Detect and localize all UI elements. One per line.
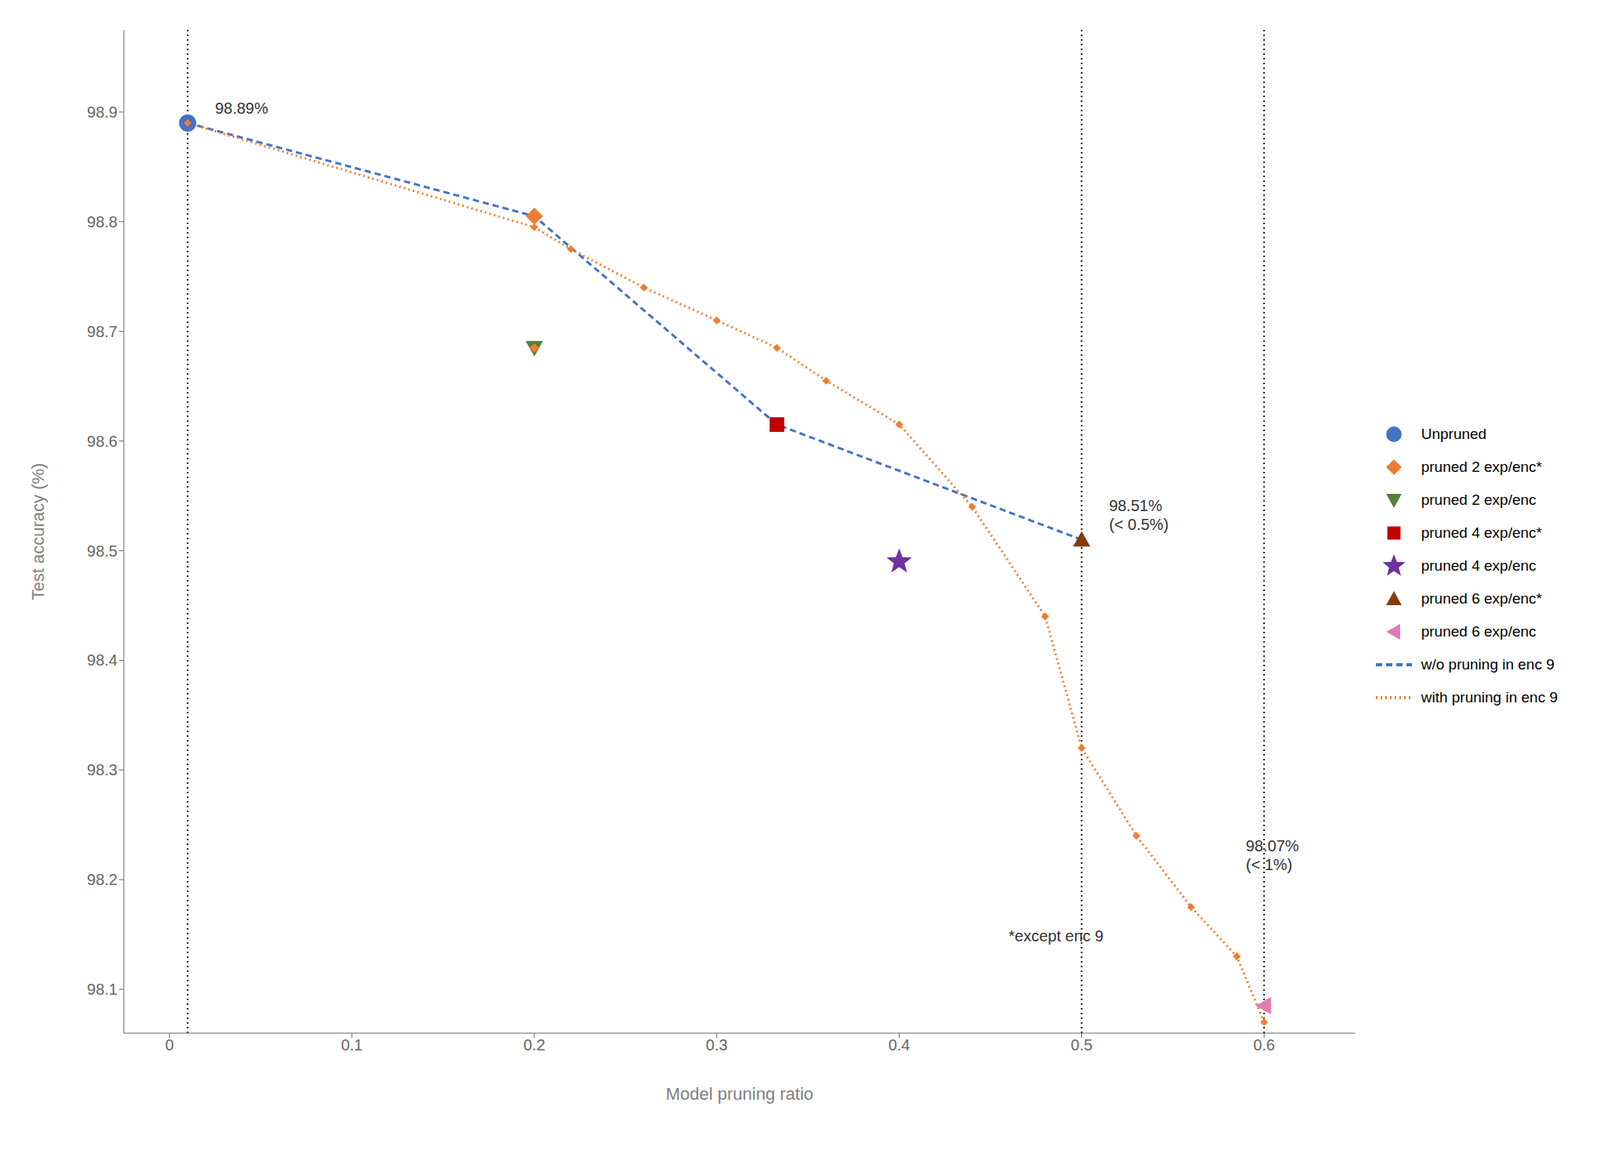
svg-text:0.4: 0.4 (888, 1035, 911, 1054)
svg-text:98.6: 98.6 (86, 432, 118, 450)
svg-text:98.5: 98.5 (86, 542, 118, 560)
svg-text:Model pruning ratio: Model pruning ratio (666, 1083, 814, 1104)
html-text:pruned 4 exp/enc*: pruned 4 exp/enc* (1421, 524, 1543, 541)
html-text:pruned 6 exp/enc*: pruned 6 exp/enc* (1421, 590, 1543, 607)
svg-text:98.8: 98.8 (86, 213, 118, 231)
svg-text:0.3: 0.3 (705, 1035, 728, 1054)
svg-text:0.5: 0.5 (1071, 1035, 1094, 1054)
html-text:w/o pruning in enc 9: w/o pruning in enc 9 (1421, 655, 1555, 673)
svg-text:98.07%(< 1%): 98.07%(< 1%) (1245, 836, 1300, 873)
html-text:pruned 2 exp/enc: pruned 2 exp/enc (1421, 491, 1537, 508)
svg-text:98.89%: 98.89% (214, 99, 268, 117)
svg-text:0.6: 0.6 (1252, 1035, 1275, 1054)
html-text:with pruning in enc 9: with pruning in enc 9 (1421, 688, 1558, 706)
svg-text:Test accuracy (%): Test accuracy (%) (28, 463, 48, 601)
svg-text:98.9: 98.9 (86, 103, 118, 121)
svg-text:0: 0 (165, 1035, 174, 1054)
svg-text:98.7: 98.7 (86, 322, 118, 341)
svg-text:98.51%(< 0.5%): 98.51%(< 0.5%) (1108, 496, 1169, 533)
svg-text:98.3: 98.3 (86, 760, 118, 779)
svg-text:98.1: 98.1 (86, 980, 118, 998)
svg-text:0.2: 0.2 (523, 1035, 546, 1054)
html-text:pruned 2 exp/enc*: pruned 2 exp/enc* (1421, 458, 1543, 475)
html-text:pruned 4 exp/enc: pruned 4 exp/enc (1421, 557, 1537, 574)
html-text:Unpruned: Unpruned (1421, 425, 1487, 442)
html-text:pruned 6 exp/enc: pruned 6 exp/enc (1421, 622, 1537, 640)
svg-text:98.2: 98.2 (86, 870, 118, 888)
svg-text:0.1: 0.1 (340, 1035, 363, 1054)
svg-text:98.4: 98.4 (86, 651, 118, 669)
svg-text:*except enc 9: *except enc 9 (1008, 926, 1104, 945)
